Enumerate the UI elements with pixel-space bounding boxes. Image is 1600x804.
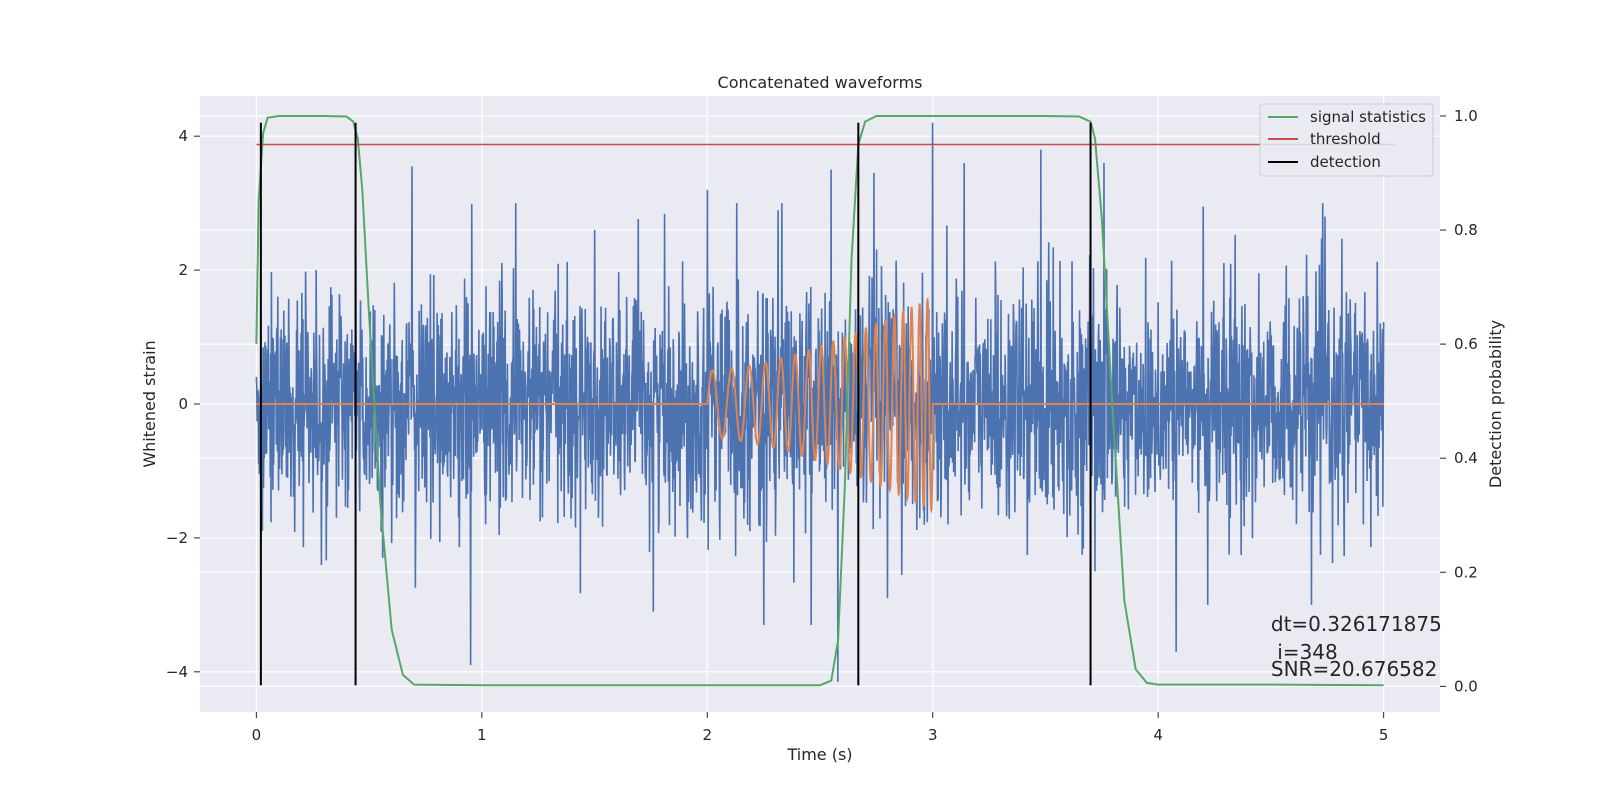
x-tick-label: 0 — [252, 726, 262, 744]
y-tick-label: 0 — [178, 395, 188, 413]
y-tick-label: 2 — [178, 261, 188, 279]
legend-label-detection: detection — [1310, 153, 1381, 171]
y-right-axis-ticks: 0.0 0.2 0.4 0.6 0.8 1.0 — [1440, 107, 1478, 695]
y-right-tick-label: 0.8 — [1454, 221, 1478, 239]
y-tick-label: −4 — [166, 663, 188, 681]
x-tick-label: 3 — [928, 726, 938, 744]
y-axis-ticks: −4 −2 0 2 4 — [166, 127, 200, 681]
x-tick-label: 5 — [1379, 726, 1389, 744]
chart-title: Concatenated waveforms — [718, 73, 923, 92]
annotation-snr: SNR=20.676582 — [1271, 657, 1437, 681]
x-axis-ticks: 0 1 2 3 4 5 — [252, 712, 1389, 744]
y-right-tick-label: 0.0 — [1454, 677, 1478, 695]
x-axis-label: Time (s) — [786, 745, 852, 764]
injection-waveform — [256, 296, 1384, 514]
detection-lines — [259, 122, 1092, 686]
y-right-tick-label: 1.0 — [1454, 107, 1478, 125]
legend-label-signal-statistics: signal statistics — [1310, 108, 1426, 126]
legend-label-threshold: threshold — [1310, 130, 1381, 148]
legend: signal statistics threshold detection — [1259, 103, 1434, 177]
x-tick-label: 1 — [477, 726, 487, 744]
y-right-tick-label: 0.2 — [1454, 563, 1478, 581]
annotation-dt: dt=0.326171875 — [1271, 612, 1442, 636]
signal-statistics-line — [255, 114, 1384, 687]
y-right-tick-label: 0.6 — [1454, 335, 1478, 353]
x-tick-label: 4 — [1153, 726, 1163, 744]
y-right-axis-label: Detection probability — [1486, 320, 1505, 488]
y-axis-label: Whitened strain — [140, 340, 159, 467]
annotation-i: i=348 — [1271, 640, 1338, 664]
y-right-tick-label: 0.4 — [1454, 449, 1478, 467]
y-tick-label: −2 — [166, 529, 188, 547]
legend-frame — [1259, 103, 1434, 177]
y-tick-label: 4 — [178, 127, 188, 145]
x-tick-label: 2 — [702, 726, 712, 744]
